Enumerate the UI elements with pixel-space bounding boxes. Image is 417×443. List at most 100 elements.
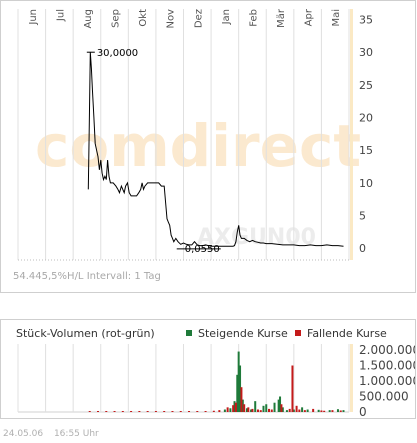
volume-bar-falling [312, 408, 315, 412]
volume-bar-rising [262, 405, 265, 412]
volume-bar-falling [179, 411, 182, 412]
volume-bar-falling [212, 410, 215, 412]
volume-title: Stück-Volumen (rot-grün) [16, 327, 155, 340]
price-x-tick-label: Feb [248, 9, 259, 27]
volume-bar-falling [105, 411, 108, 412]
legend-rising-swatch [186, 330, 192, 336]
volume-bar-falling [247, 407, 250, 412]
volume-bar-rising [273, 402, 276, 412]
legend-falling-label: Fallende Kurse [307, 327, 387, 340]
info-hl: H/L [67, 271, 84, 282]
price-y-axis: 0 5 10 15 20 25 30 35 [359, 14, 373, 256]
price-annotations: 30,0000 0,0550 [86, 48, 221, 255]
volume-bar-falling [146, 411, 149, 412]
volume-bar-rising [229, 408, 232, 412]
volume-bar-rising [292, 409, 295, 412]
price-x-tick-label: Okt [138, 9, 149, 27]
volume-bar-rising [223, 409, 226, 412]
volume-y-tick-label: 500.000 [359, 390, 409, 404]
volume-bar-falling [121, 411, 124, 412]
volume-bar-falling [270, 409, 273, 412]
price-x-tick-label: Mai [331, 9, 342, 27]
volume-bar-rising [245, 408, 248, 412]
volume-bar-falling [320, 410, 323, 412]
volume-bar-rising [342, 410, 345, 412]
volume-bar-falling [268, 408, 271, 412]
volume-bar-falling [163, 411, 166, 412]
volume-bar-rising [328, 410, 331, 412]
price-axis-band [350, 9, 353, 260]
volume-bar-rising [306, 409, 309, 412]
volume-bar-rising [285, 410, 288, 412]
volume-bar-falling [196, 411, 199, 412]
volume-bar-falling [339, 410, 342, 412]
volume-bar-falling [298, 409, 301, 412]
volume-bar-falling [88, 411, 91, 412]
volume-bar-rising [233, 401, 236, 412]
price-line [87, 52, 344, 247]
legend-falling: Fallende Kurse [295, 327, 387, 340]
volume-bar-falling [323, 410, 326, 412]
legend-rising-label: Steigende Kurse [198, 327, 288, 340]
volume-y-tick-label: 2.000.000 [359, 343, 415, 357]
volume-bar-falling [288, 408, 291, 412]
timestamp-footer: 24.05.06 16:55 Uhr [3, 429, 107, 439]
price-x-tick-label: Apr [304, 8, 315, 26]
price-y-tick-label: 5 [359, 210, 366, 223]
volume-bars [88, 351, 345, 412]
price-y-tick-label: 35 [359, 14, 373, 27]
volume-chart-panel: 0 500.000 1.000.000 1.500.000 2.000.000 [0, 319, 417, 419]
volume-bar-rising [265, 404, 268, 412]
volume-bar-falling [303, 410, 306, 412]
max-annotation-label: 30,0000 [97, 48, 138, 59]
volume-bar-falling [130, 411, 133, 412]
volume-bar-falling [243, 404, 246, 412]
volume-bar-falling [291, 365, 294, 412]
legend-rising: Steigende Kurse [186, 327, 288, 340]
footer-time: 16:55 Uhr [53, 429, 99, 439]
volume-bar-falling [171, 411, 174, 412]
volume-bar-falling [240, 387, 243, 412]
volume-bar-falling [96, 411, 99, 412]
volume-bar-rising [254, 401, 257, 412]
footer-date: 24.05.06 [3, 429, 44, 439]
volume-y-tick-label: 1.000.000 [359, 374, 415, 388]
watermark-text: comdirect [35, 112, 361, 180]
price-y-tick-label: 0 [359, 242, 366, 255]
price-x-tick-label: Jul [55, 9, 66, 22]
volume-bar-falling [251, 408, 254, 412]
volume-bar-rising [317, 409, 320, 412]
volume-bar-falling [226, 407, 229, 412]
volume-bar-falling [259, 410, 262, 412]
volume-bar-falling [280, 404, 283, 412]
price-x-tick-label: Aug [83, 9, 94, 29]
volume-bar-falling [138, 411, 141, 412]
price-x-tick-label: Dez [193, 9, 204, 28]
volume-bar-falling [204, 411, 207, 412]
volume-bar-rising [336, 409, 339, 412]
price-x-tick-label: Nov [166, 9, 177, 29]
volume-bar-falling [218, 410, 221, 412]
volume-bar-falling [188, 411, 191, 412]
volume-grid [17, 344, 350, 413]
volume-bar-rising [236, 374, 239, 412]
price-x-axis: Jun Jul Aug Sep Okt Nov Dez Jan Feb Mär Apr Mai [28, 8, 342, 28]
volume-bar-rising [281, 407, 284, 412]
legend-falling-swatch [295, 330, 301, 336]
info-pct: 54.445,5% [13, 271, 68, 282]
volume-bar-falling [256, 409, 259, 412]
volume-bar-falling [331, 410, 334, 412]
volume-bar-rising [237, 351, 240, 412]
volume-bar-rising [239, 365, 242, 412]
volume-axis-band [350, 344, 353, 412]
price-x-tick-label: Sep [111, 9, 122, 28]
price-chart-panel: comdirect AXGUN00 Jun Jul Aug Sep Okt Nov Dez Ja… [0, 0, 416, 293]
volume-bar-falling [113, 411, 116, 412]
volume-bar-rising [250, 409, 253, 412]
volume-bar-rising [277, 399, 280, 412]
price-y-tick-label: 15 [359, 144, 373, 157]
info-line: 54.445,5%H/L Intervall: 1 Tag [13, 271, 161, 282]
volume-bar-rising [279, 396, 282, 412]
